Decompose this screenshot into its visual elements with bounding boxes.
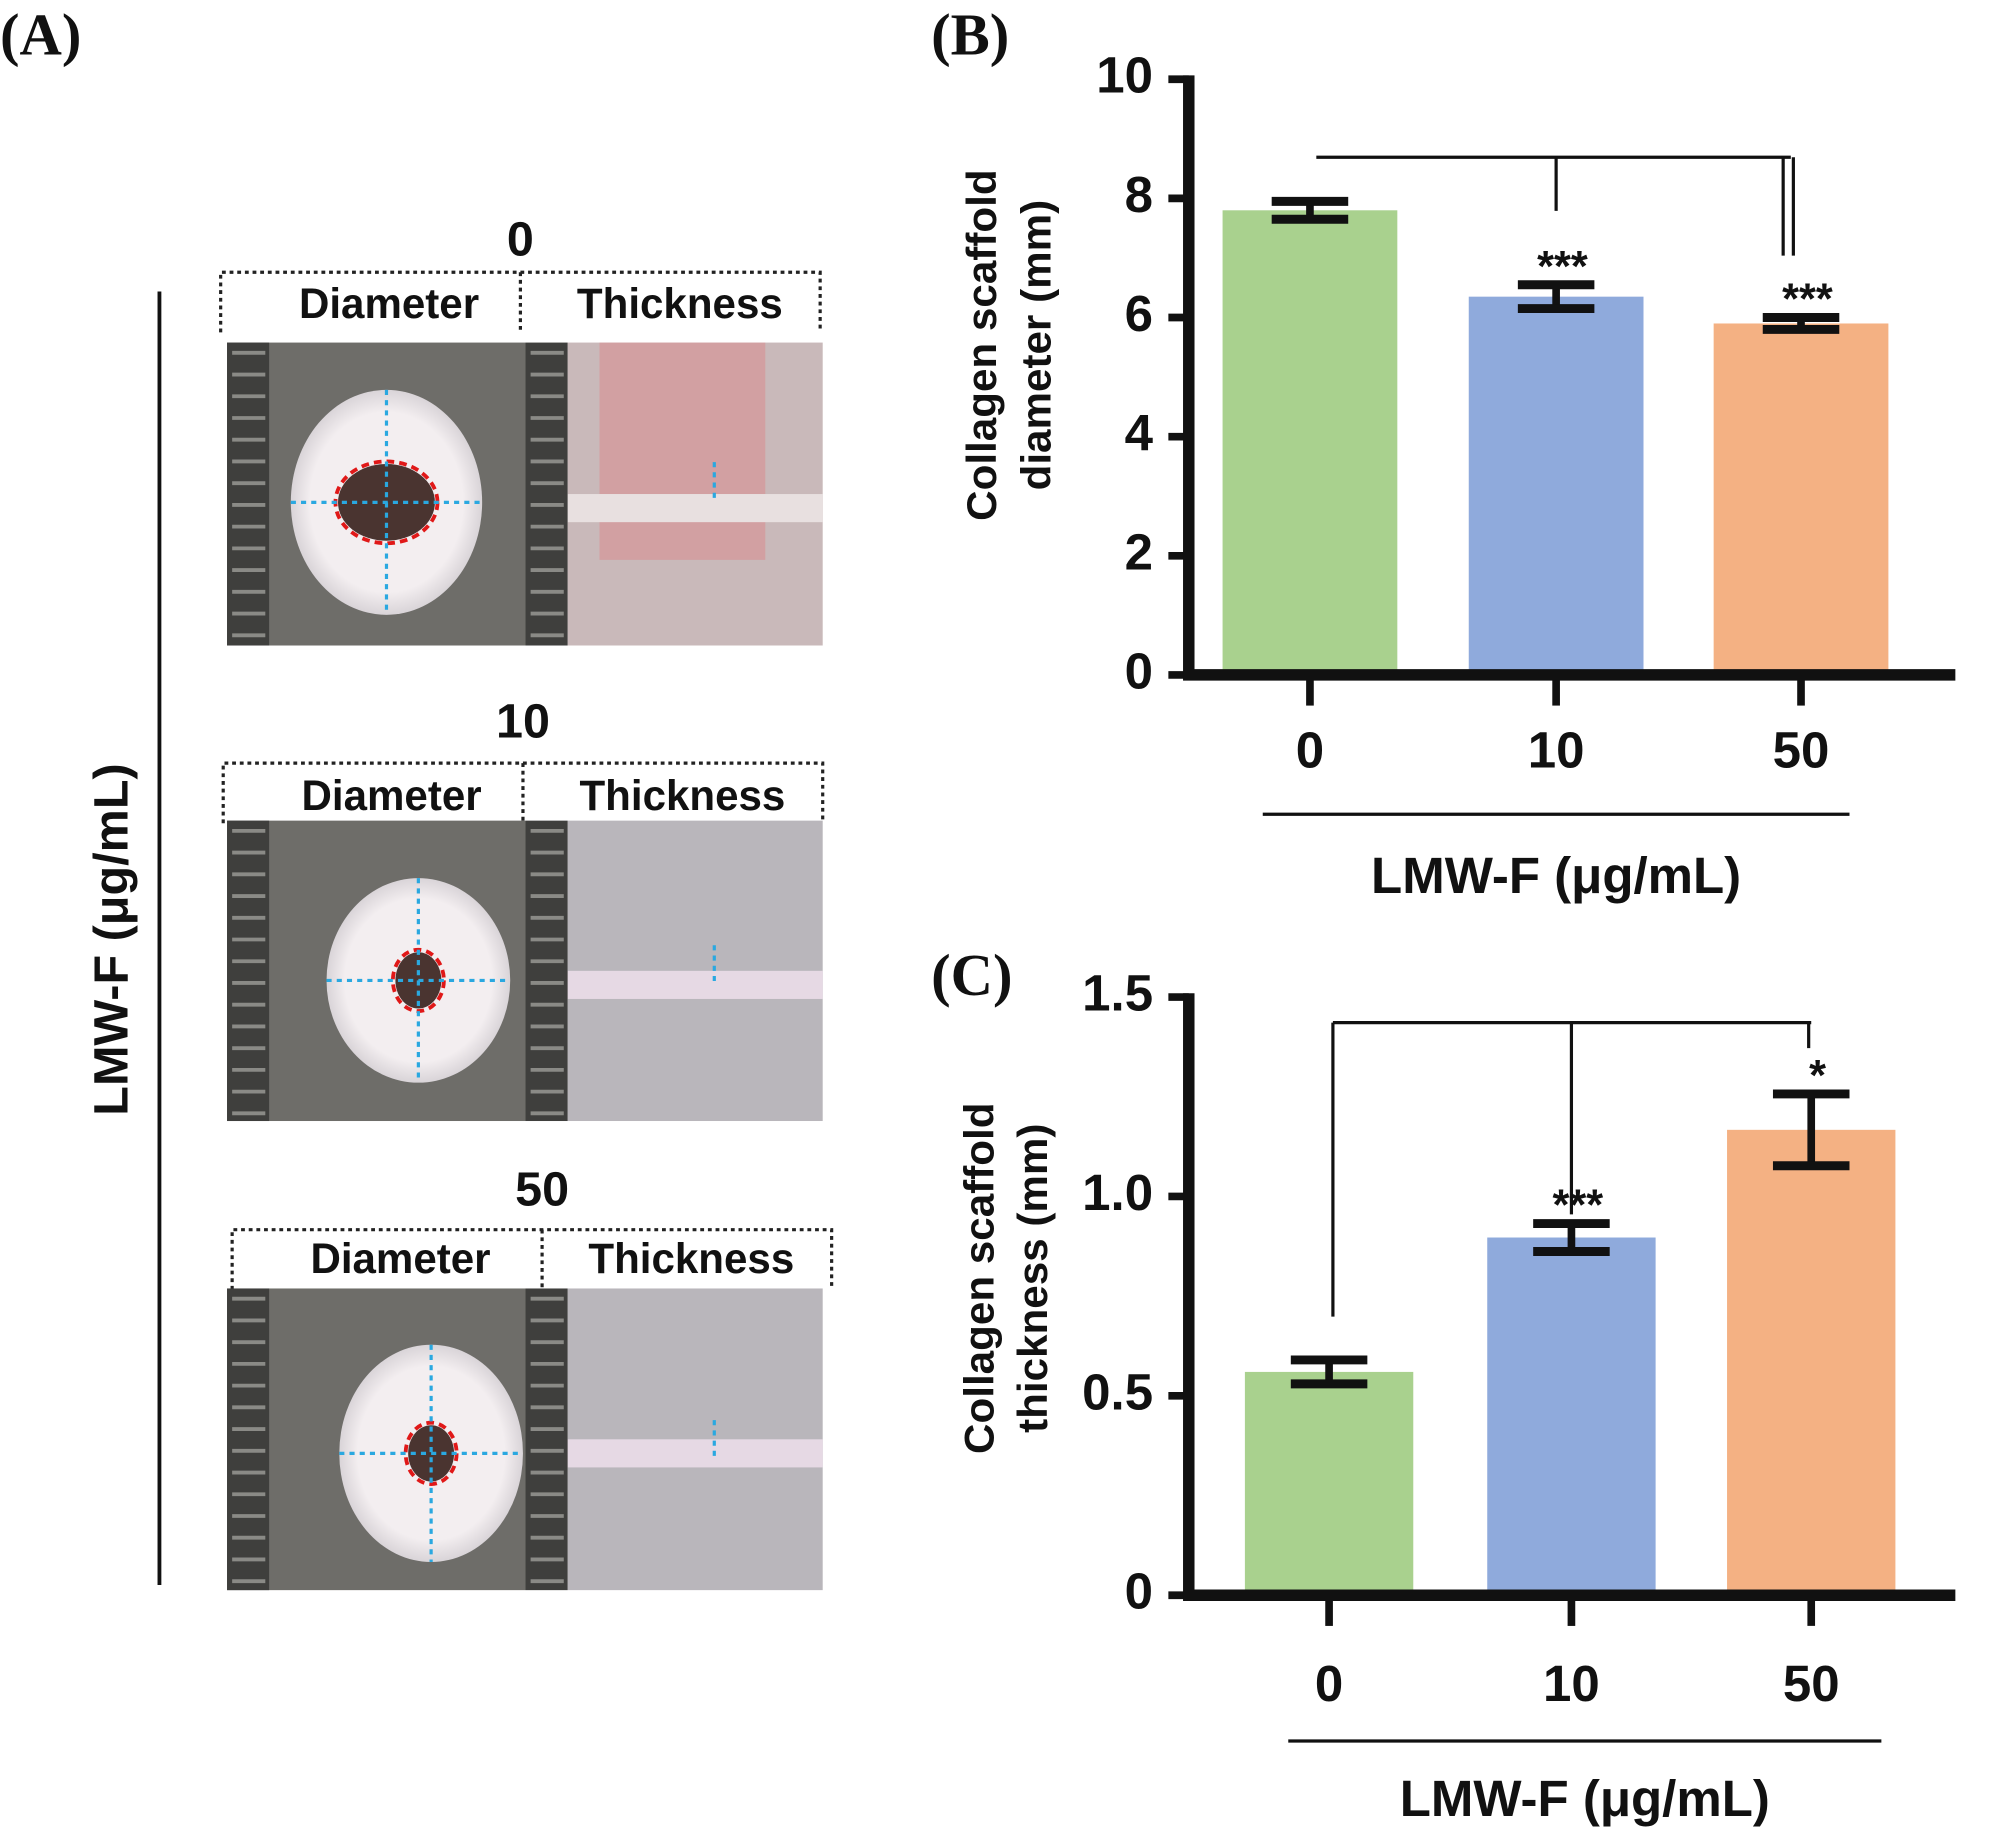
thickness-label: Thickness: [588, 1235, 794, 1282]
axis-label: LMW-F (μg/mL): [85, 763, 139, 1115]
crosshair: [326, 878, 511, 1083]
panel-label: (B): [931, 2, 1009, 67]
photo-right-band: [567, 494, 823, 523]
panel-label: (A): [0, 2, 81, 67]
y-tick-label: 1.5: [1082, 964, 1153, 1021]
bar: [1222, 210, 1398, 675]
y-tick-label: 0.5: [1082, 1363, 1153, 1420]
y-tick-label: 8: [1125, 166, 1153, 223]
y-axis-label: diameter (mm): [1013, 200, 1060, 491]
charts: (B)Collagen scaffold diameter (mm)0246810…: [931, 2, 1956, 1827]
error-bar: [1772, 1089, 1850, 1171]
ruler: [525, 342, 568, 646]
x-axis-label: LMW-F (μg/mL): [1371, 847, 1741, 904]
axes: [1183, 75, 1956, 681]
thickness-label: Thickness: [579, 772, 785, 819]
x-tick-label: 10: [1543, 1655, 1600, 1712]
x-axis-label: LMW-F (μg/mL): [1400, 1770, 1770, 1827]
significance-label: ***: [1782, 276, 1833, 324]
y-tick-label: 4: [1125, 404, 1154, 461]
y-tick-label: 6: [1125, 285, 1153, 342]
axes: [1183, 993, 1956, 1601]
y-axis-label: thickness (mm): [1009, 1124, 1056, 1433]
error-bar: [1533, 1219, 1610, 1256]
ruler: [525, 1288, 568, 1591]
photo-pink: [599, 342, 766, 560]
bar: [1468, 296, 1644, 675]
x-tick-label: 10: [1528, 722, 1585, 779]
ruler: [227, 820, 270, 1122]
photo-right-band: [567, 1439, 823, 1468]
error-bar: [1517, 280, 1595, 314]
crosshair: [290, 389, 483, 615]
crosshair: [339, 1344, 523, 1563]
bracket: [230, 1228, 834, 1290]
bracket: [219, 270, 822, 333]
panel-label: (C): [931, 943, 1012, 1008]
y-axis-label: Collagen scaffold: [958, 169, 1005, 520]
y-tick-label: 0: [1125, 642, 1153, 699]
error-bar: [1762, 313, 1840, 334]
y-tick-label: 2: [1125, 523, 1153, 580]
ruler: [227, 342, 270, 646]
bracket: [221, 761, 825, 824]
y-tick-label: 0: [1125, 1563, 1153, 1620]
photo-right-band: [567, 970, 823, 999]
diameter-label: Diameter: [302, 772, 482, 819]
bar: [1487, 1237, 1656, 1596]
significance-bracket: [1331, 1020, 1812, 1317]
group-title: 50: [515, 1162, 569, 1216]
ruler: [525, 820, 568, 1122]
group-title: 10: [496, 695, 550, 749]
significance-label: *: [1809, 1052, 1826, 1100]
group-title: 0: [507, 213, 534, 267]
x-tick-label: 0: [1315, 1655, 1343, 1712]
error-bar: [1290, 1355, 1368, 1389]
bar: [1713, 323, 1889, 675]
x-tick-label: 50: [1783, 1655, 1840, 1712]
y-tick-label: 10: [1096, 47, 1153, 104]
ruler: [227, 1288, 270, 1591]
significance-label: ***: [1537, 243, 1588, 291]
significance-bracket: [1316, 155, 1795, 256]
bar: [1244, 1371, 1414, 1596]
thickness-label: Thickness: [577, 280, 783, 327]
significance-label: ***: [1552, 1182, 1603, 1230]
x-tick-label: 0: [1296, 722, 1324, 779]
diameter-label: Diameter: [299, 280, 479, 327]
y-axis-label: Collagen scaffold: [955, 1103, 1002, 1454]
x-tick-label: 50: [1773, 722, 1830, 779]
bar: [1727, 1129, 1896, 1596]
error-bar: [1271, 196, 1349, 224]
diameter-label: Diameter: [310, 1235, 490, 1282]
panel-a: (A) LMW-F (μg/mL) 0 Diameter Thickness 10 Di…: [0, 2, 834, 1591]
y-tick-label: 1.0: [1082, 1164, 1153, 1221]
